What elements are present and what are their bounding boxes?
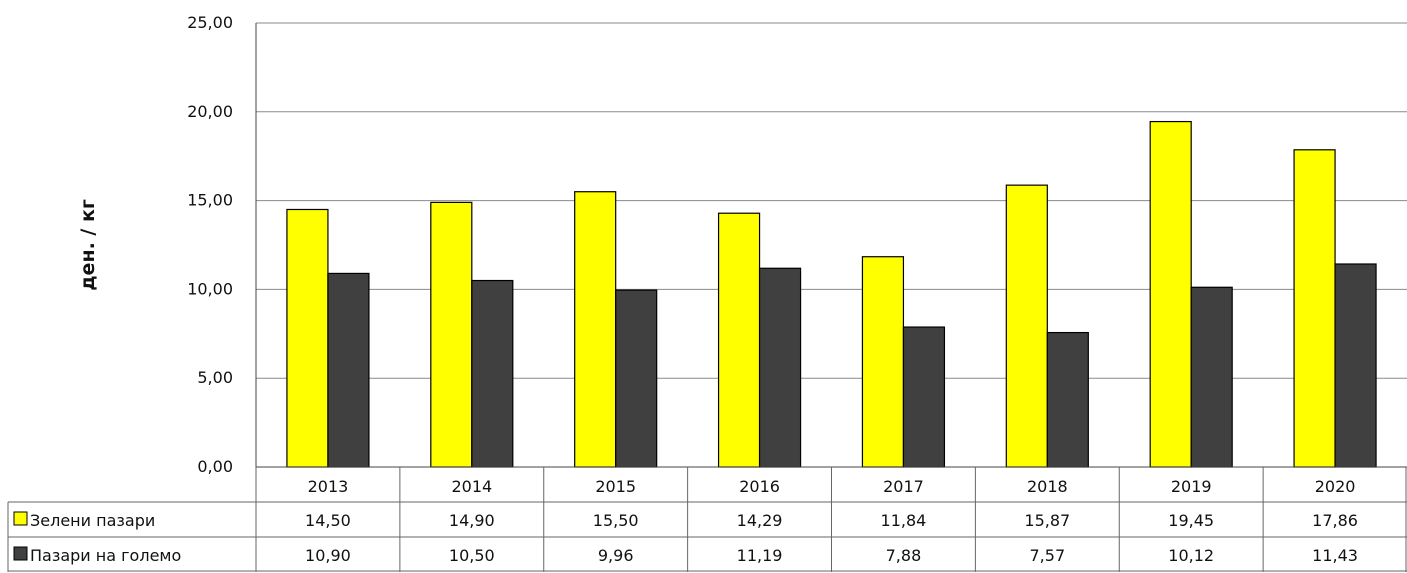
data-label: 10,50: [449, 546, 495, 565]
y-tick-label: 5,00: [197, 368, 233, 387]
data-label: 14,50: [305, 511, 351, 530]
bar-pazari-na-golemo: [615, 289, 658, 468]
data-label: 15,87: [1024, 511, 1070, 530]
legend-label: Зелени пазари: [30, 511, 155, 530]
x-tick-label: 2013: [308, 477, 349, 496]
x-tick-label: 2017: [883, 477, 924, 496]
data-label: 11,84: [881, 511, 927, 530]
data-label: 11,19: [737, 546, 783, 565]
legend-swatch: [13, 511, 28, 526]
bar-pazari-na-golemo: [1190, 286, 1233, 468]
data-label: 10,90: [305, 546, 351, 565]
bar-zeleni-pazari: [430, 201, 473, 468]
data-label: 7,57: [1030, 546, 1066, 565]
bar-pazari-na-golemo: [1334, 263, 1377, 468]
y-axis-label: ден. / кг: [77, 199, 99, 291]
bar-zeleni-pazari: [286, 208, 329, 468]
bar-pazari-na-golemo: [902, 326, 946, 468]
y-tick-label: 15,00: [187, 191, 233, 210]
bar-zeleni-pazari: [1293, 149, 1336, 468]
data-label: 19,45: [1168, 511, 1214, 530]
data-label: 14,90: [449, 511, 495, 530]
data-label: 11,43: [1312, 546, 1358, 565]
bar-zeleni-pazari: [1149, 120, 1192, 468]
bar-pazari-na-golemo: [327, 272, 370, 468]
y-tick-label: 0,00: [197, 457, 233, 476]
x-tick-label: 2020: [1315, 477, 1356, 496]
bar-pazari-na-golemo: [1046, 331, 1089, 468]
y-tick-label: 20,00: [187, 102, 233, 121]
bar-zeleni-pazari: [574, 191, 617, 468]
bar-zeleni-pazari: [861, 256, 905, 468]
y-tick-label: 10,00: [187, 279, 233, 298]
data-label: 15,50: [593, 511, 639, 530]
bar-pazari-na-golemo: [758, 267, 802, 468]
data-label: 10,12: [1168, 546, 1214, 565]
y-tick-label: 25,00: [187, 13, 233, 32]
data-label: 17,86: [1312, 511, 1358, 530]
bar-pazari-na-golemo: [471, 279, 514, 468]
x-tick-label: 2014: [451, 477, 492, 496]
x-tick-label: 2015: [595, 477, 636, 496]
data-label: 14,29: [737, 511, 783, 530]
y-axis-label-box: ден. / кг: [48, 145, 128, 345]
data-label: 9,96: [598, 546, 634, 565]
x-tick-label: 2016: [739, 477, 780, 496]
legend-swatch: [13, 546, 28, 561]
bar-zeleni-pazari: [1005, 184, 1048, 468]
x-tick-label: 2018: [1027, 477, 1068, 496]
bar-zeleni-pazari: [717, 212, 761, 468]
legend-label: Пазари на големо: [30, 546, 181, 565]
x-tick-label: 2019: [1171, 477, 1212, 496]
data-label: 7,88: [886, 546, 922, 565]
